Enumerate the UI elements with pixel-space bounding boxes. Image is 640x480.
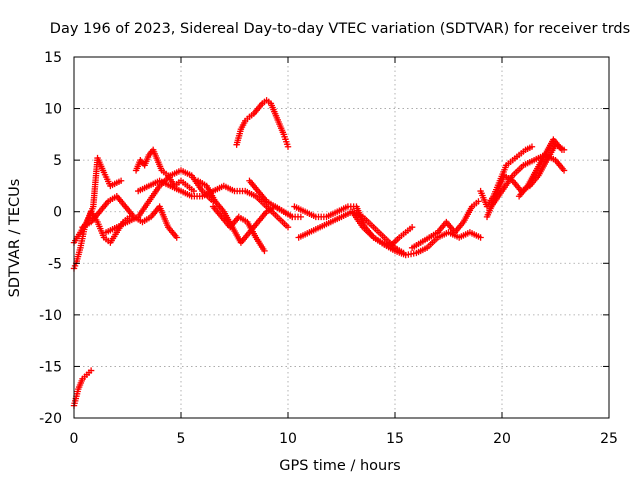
series-arc-s — [488, 151, 568, 210]
series-arc-n — [349, 208, 484, 259]
grid-lines — [74, 57, 609, 418]
data-point — [297, 213, 305, 221]
data-point — [475, 198, 482, 205]
data-point — [284, 223, 292, 231]
x-tick-labels: 0 5 10 15 20 25 — [70, 431, 618, 447]
x-tick-label: 25 — [600, 431, 618, 447]
data-points — [70, 97, 568, 409]
data-point — [173, 234, 180, 241]
y-tick-label: -20 — [39, 411, 62, 427]
series-arc-c — [70, 154, 125, 246]
data-point — [528, 143, 536, 150]
series-arc-j — [246, 177, 305, 221]
series-arc-e — [102, 167, 217, 236]
x-axis-label: GPS time / hours — [279, 458, 400, 474]
data-point — [87, 367, 95, 374]
y-tick-labels: -20 -15 -10 -5 0 5 10 15 — [39, 50, 62, 427]
x-tick-label: 0 — [70, 431, 79, 447]
series-arc-k — [233, 97, 292, 150]
data-point — [117, 177, 125, 184]
series-arc-b — [70, 208, 133, 272]
plot-frame — [73, 56, 610, 419]
axis-ticks — [73, 56, 610, 419]
y-tick-label: 0 — [53, 205, 62, 221]
y-tick-label: 10 — [44, 102, 62, 118]
x-tick-label: 10 — [279, 431, 297, 447]
series-arc-g — [135, 177, 292, 231]
series-arc-o — [408, 198, 482, 252]
series-arc-d — [79, 193, 180, 241]
x-tick-label: 5 — [177, 431, 186, 447]
y-tick-label: 5 — [53, 153, 62, 169]
y-tick-label: 15 — [44, 50, 62, 66]
series-arc-q — [483, 141, 568, 221]
series-arc-r — [515, 136, 566, 200]
data-point — [284, 143, 292, 150]
series-arc-f — [132, 146, 198, 195]
y-axis-label: SDTVAR / TECUs — [7, 179, 23, 298]
data-point — [558, 146, 566, 154]
x-tick-label: 15 — [386, 431, 404, 447]
data-point — [560, 167, 568, 174]
y-tick-label: -15 — [39, 359, 62, 375]
y-tick-label: -5 — [48, 256, 62, 272]
series-arc-m — [291, 203, 416, 249]
x-tick-label: 20 — [493, 431, 511, 447]
data-point — [261, 247, 268, 255]
y-tick-label: -10 — [39, 308, 62, 324]
data-point — [477, 234, 484, 241]
series-arc-i — [209, 203, 268, 255]
data-point — [408, 223, 416, 231]
chart-title: Day 196 of 2023, Sidereal Day-to-day VTE… — [50, 21, 630, 37]
